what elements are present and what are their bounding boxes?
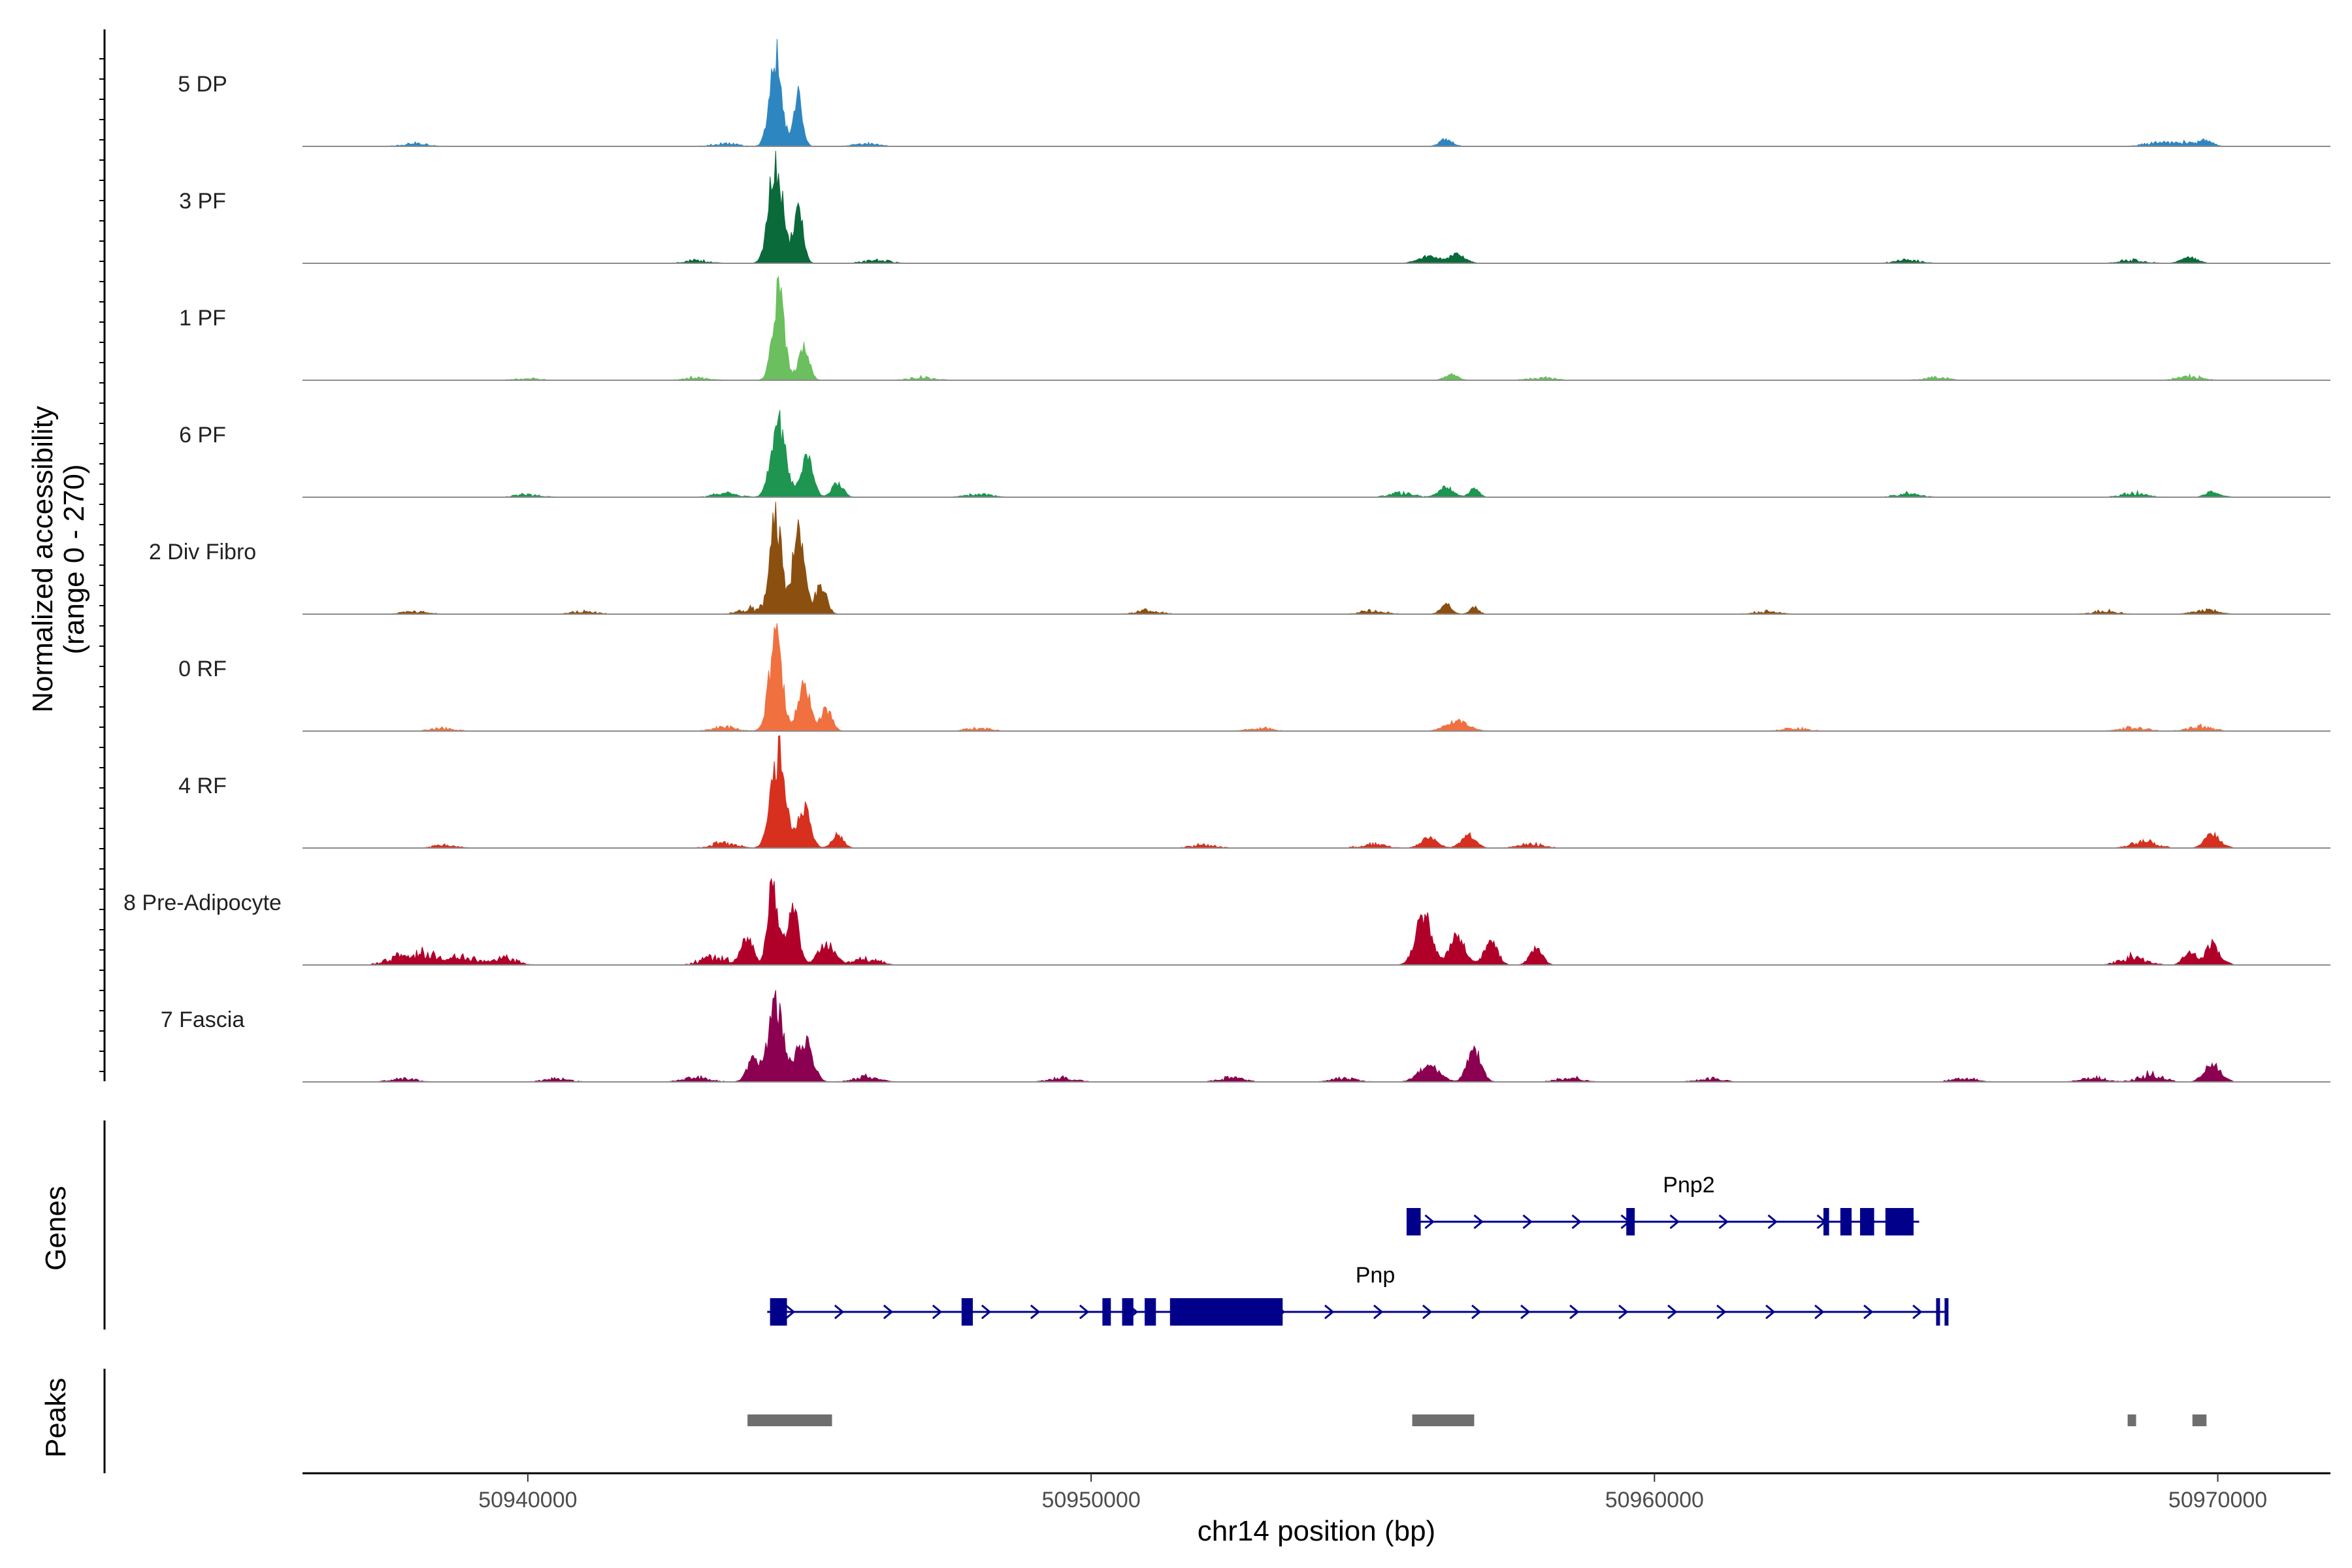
genes-panel-label: Genes — [40, 1186, 72, 1271]
gene-panel: Pnp2 Pnp — [767, 1173, 1949, 1326]
strand-arrow — [1079, 1304, 1090, 1320]
peak-panel — [747, 1414, 2207, 1426]
strand-arrow — [785, 1304, 796, 1320]
x-tick-label: 50940000 — [478, 1488, 577, 1512]
called-peak — [2127, 1414, 2136, 1426]
strand-arrow — [1030, 1304, 1041, 1320]
x-tick-label: 50960000 — [1605, 1488, 1704, 1512]
strand-arrow — [932, 1304, 943, 1320]
strand-arrow — [981, 1304, 992, 1320]
strand-arrow — [1569, 1304, 1580, 1320]
coverage-area — [302, 735, 2235, 849]
track-label: 6 PF — [179, 423, 226, 448]
strand-arrow — [1520, 1304, 1531, 1320]
strand-arrow — [1522, 1214, 1533, 1230]
exon-block — [1823, 1208, 1829, 1235]
track-label: 0 RF — [178, 657, 227, 681]
exon-block — [1626, 1208, 1635, 1235]
exon-block — [1840, 1208, 1852, 1235]
strand-arrow — [1473, 1214, 1484, 1230]
gene-name-label: Pnp — [1356, 1263, 1396, 1288]
coverage-area — [302, 410, 2235, 498]
exon-block — [1169, 1298, 1283, 1326]
track-label: 8 Pre-Adipocyte — [123, 890, 282, 915]
strand-arrow — [1863, 1304, 1874, 1320]
strand-arrow — [1767, 1214, 1778, 1230]
coverage-area — [302, 275, 2235, 381]
track-label: 3 PF — [179, 189, 226, 214]
track-label: 7 Fascia — [161, 1007, 245, 1032]
strand-arrow — [1718, 1214, 1729, 1230]
exon-block — [961, 1298, 973, 1326]
coverage-area — [302, 623, 2235, 732]
exon-block — [1122, 1298, 1134, 1326]
strand-arrow — [1324, 1304, 1335, 1320]
track-label: 1 PF — [179, 306, 226, 331]
track-label: 4 RF — [178, 774, 227, 798]
strand-arrow — [1667, 1304, 1678, 1320]
exon-block — [1944, 1298, 1949, 1326]
track-label: 2 Div Fibro — [149, 540, 256, 564]
gene-name-label: Pnp2 — [1663, 1173, 1714, 1198]
coverage-area — [302, 501, 2235, 615]
strand-arrow — [1716, 1304, 1727, 1320]
coverage-tracks — [302, 39, 2330, 1083]
y-axis-title: Normalized accessibility — [27, 406, 59, 712]
strand-arrow — [1422, 1304, 1433, 1320]
track-label: 5 DP — [178, 72, 227, 97]
exon-block — [1885, 1208, 1914, 1235]
exon-block — [1406, 1208, 1421, 1235]
called-peak — [747, 1414, 832, 1426]
coverage-area — [302, 150, 2234, 264]
x-tick-label: 50970000 — [2168, 1488, 2267, 1512]
coverage-area — [302, 877, 2235, 966]
strand-arrow — [883, 1304, 894, 1320]
strand-arrow — [1765, 1304, 1776, 1320]
track-labels: 5 DP 3 PF 1 PF 6 PF 2 Div Fibro 0 RF 4 RF 8 Pre… — [123, 72, 282, 1032]
x-tick-label: 50950000 — [1041, 1488, 1140, 1512]
strand-arrow — [1424, 1214, 1435, 1230]
left-axes — [99, 29, 106, 1473]
x-axis-title: chr14 position (bp) — [1198, 1515, 1435, 1547]
exon-block — [1102, 1298, 1111, 1326]
called-peak — [1412, 1414, 1475, 1426]
strand-arrow — [1471, 1304, 1482, 1320]
y-axis-range-label: (range 0 - 270) — [58, 464, 90, 654]
exon-block — [1145, 1298, 1156, 1326]
exon-block — [1860, 1208, 1874, 1235]
coverage-area — [302, 39, 2235, 147]
strand-arrow — [834, 1304, 845, 1320]
exon-block — [1936, 1298, 1940, 1326]
peaks-panel-label: Peaks — [40, 1378, 72, 1458]
called-peak — [2192, 1414, 2207, 1426]
strand-arrow — [1618, 1304, 1629, 1320]
exon-block — [770, 1298, 787, 1326]
strand-arrow — [1669, 1214, 1680, 1230]
strand-arrow — [1814, 1304, 1825, 1320]
strand-arrow — [1373, 1304, 1384, 1320]
strand-arrow — [1571, 1214, 1582, 1230]
coverage-area — [302, 990, 2235, 1083]
x-axis: 50940000 50950000 50960000 50970000 — [302, 1472, 2330, 1512]
strand-arrow — [1912, 1304, 1923, 1320]
